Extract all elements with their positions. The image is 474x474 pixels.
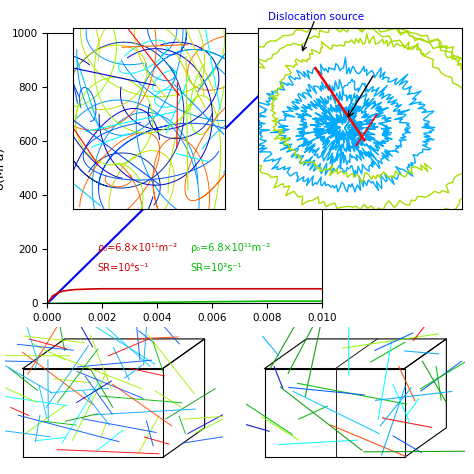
Text: SR=10⁶s⁻¹: SR=10⁶s⁻¹ (75, 148, 126, 158)
Text: SR=10²s⁻¹: SR=10²s⁻¹ (191, 263, 242, 273)
Text: ρ₀=6.8×10¹¹m⁻²: ρ₀=6.8×10¹¹m⁻² (75, 128, 155, 138)
Text: Dislocation source: Dislocation source (268, 12, 364, 22)
Text: ρ₀=6.8×10¹¹m⁻²: ρ₀=6.8×10¹¹m⁻² (191, 243, 271, 253)
Text: SR=10⁴s⁻¹: SR=10⁴s⁻¹ (97, 263, 148, 273)
Y-axis label: σ(MPa): σ(MPa) (0, 146, 6, 190)
Text: ρ₀=6.8×10¹¹m⁻²: ρ₀=6.8×10¹¹m⁻² (97, 243, 177, 253)
X-axis label: ε: ε (181, 328, 189, 343)
